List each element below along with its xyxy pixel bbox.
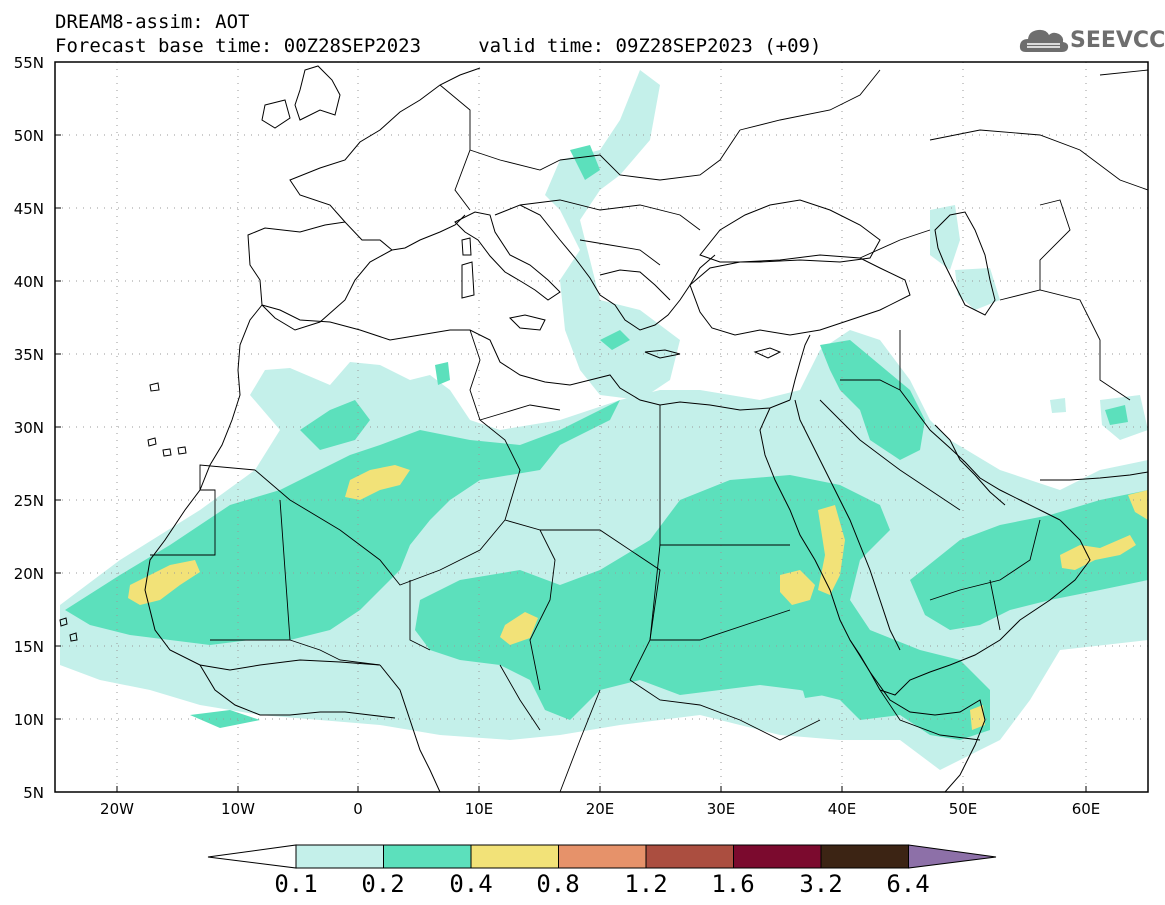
colorbar-label: 0.1 (274, 870, 318, 898)
forecast-time-line: Forecast base time: 00Z28SEP2023 valid t… (55, 35, 822, 57)
colorbar-label: 0.8 (536, 870, 580, 898)
colorbar-label: 0.4 (449, 870, 493, 898)
colorbar-label: 1.2 (624, 870, 668, 898)
colorbar-swatch (383, 844, 472, 869)
lat-label: 10N (13, 711, 44, 729)
colorbar-label: 3.2 (799, 870, 843, 898)
aot-0.2-0.4-field (65, 145, 1148, 740)
colorbar-swatch (295, 844, 384, 869)
colorbar-under-arrow (207, 844, 297, 869)
colorbar (207, 844, 997, 869)
lat-label: 45N (13, 200, 44, 218)
lon-label: 20W (100, 800, 134, 818)
lat-label: 25N (13, 492, 44, 510)
axis-ticks (55, 134, 1087, 792)
country-borders (150, 69, 1148, 792)
seevccc-logo: SEEVCCC (1018, 22, 1165, 58)
aot-fields (55, 62, 1148, 792)
colorbar-swatch (558, 844, 647, 869)
cloud-icon (1019, 29, 1069, 52)
map-title: DREAM8-assim: AOT (55, 11, 250, 33)
lon-label: 10E (464, 800, 494, 818)
colorbar-swatch (470, 844, 559, 869)
lon-label: 50E (948, 800, 978, 818)
logo-text: SEEVCCC (1070, 28, 1165, 53)
lat-label: 30N (13, 419, 44, 437)
colorbar-swatch (820, 844, 909, 869)
graticule (55, 62, 1148, 792)
lat-label: 5N (23, 784, 44, 802)
lon-label: 0 (353, 800, 363, 818)
lat-label: 55N (13, 54, 44, 72)
aot-0.4-0.8-field (128, 465, 1148, 730)
lat-label: 20N (13, 565, 44, 583)
colorbar-label: 6.4 (886, 870, 930, 898)
lat-label: 15N (13, 638, 44, 656)
lat-label: 35N (13, 346, 44, 364)
colorbar-swatch (733, 844, 822, 869)
lat-label: 50N (13, 127, 44, 145)
colorbar-label: 1.6 (711, 870, 755, 898)
colorbar-label: 0.2 (361, 870, 405, 898)
colorbar-over-arrow (908, 844, 997, 869)
lon-label: 30E (706, 800, 736, 818)
lon-label: 10W (221, 800, 255, 818)
lon-label: 40E (827, 800, 857, 818)
lat-label: 40N (13, 273, 44, 291)
lon-label: 60E (1071, 800, 1101, 818)
lon-label: 20E (585, 800, 615, 818)
colorbar-swatch (645, 844, 734, 869)
